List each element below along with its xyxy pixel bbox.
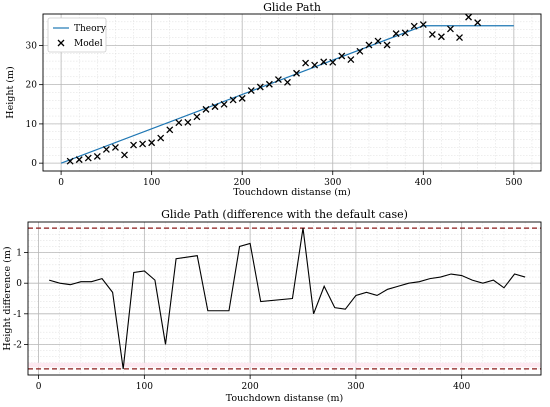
model-point [320, 58, 328, 66]
model-point [419, 21, 427, 29]
x-tick-label: 400 [415, 178, 432, 188]
legend-box [47, 17, 107, 53]
model-point [184, 118, 192, 126]
model-point [202, 105, 210, 113]
x-tick-label: 200 [242, 382, 259, 392]
model-point [130, 141, 138, 149]
axes-frame [27, 221, 542, 376]
chart-title: Glide Path (difference with the default … [161, 208, 408, 221]
model-point [139, 140, 147, 148]
chart-2: 0 100 200 300 400 -2 -1 0 1 Glide Path (differenc… [2, 208, 542, 404]
model-point [148, 139, 156, 147]
x-tick-label: 300 [347, 382, 364, 392]
y-axis-label: Height (m) [5, 66, 16, 118]
x-tick-label: 0 [36, 382, 42, 392]
x-axis-label: Touchdown distanse (m) [233, 187, 350, 198]
x-tick-label: 500 [505, 178, 522, 188]
model-point [465, 13, 473, 21]
model-point [474, 19, 482, 27]
model-point [374, 37, 382, 45]
model-point [302, 59, 310, 67]
model-point [456, 34, 463, 42]
model-point [383, 41, 391, 49]
y-tick-label: 1 [16, 249, 22, 259]
legend-x-swatch [57, 39, 65, 47]
model-point [84, 154, 92, 162]
model-point [274, 76, 282, 84]
x-tick-label: 100 [136, 382, 153, 392]
model-point [446, 25, 454, 33]
model-point [329, 58, 337, 66]
model-point [111, 143, 119, 151]
y-tick-label: -2 [13, 340, 22, 350]
legend-label-model: Model [74, 39, 103, 49]
chart-1: 0 100 200 300 400 500 0 10 20 30 Glide Path Touchdo… [5, 1, 542, 198]
model-point [121, 151, 128, 159]
model-point [293, 69, 300, 77]
series-line-theory [60, 25, 514, 164]
legend-label-theory: Theory [74, 24, 107, 34]
model-point [175, 119, 183, 127]
model-point [66, 157, 74, 165]
y-tick-label: 0 [16, 279, 22, 289]
model-point [311, 61, 319, 69]
model-point [238, 94, 246, 102]
model-point [338, 52, 346, 60]
model-point [220, 100, 228, 108]
model-point [256, 83, 264, 91]
y-tick-label: 0 [31, 159, 37, 169]
model-point [93, 153, 101, 160]
model-point [229, 96, 237, 104]
x-tick-label: 300 [324, 178, 341, 188]
model-point [392, 30, 400, 38]
y-tick-label: 20 [26, 81, 38, 91]
y-tick-label: 30 [26, 41, 38, 51]
model-point [166, 126, 174, 134]
model-point [102, 145, 110, 153]
model-point [211, 103, 219, 111]
model-point [347, 56, 355, 63]
model-point [428, 30, 436, 38]
model-point [401, 29, 409, 37]
y-tick-label: -1 [13, 310, 22, 320]
legend: Theory Model [47, 17, 107, 53]
model-point [157, 134, 165, 142]
model-point [365, 41, 373, 49]
chart-title: Glide Path [263, 1, 321, 14]
y-tick-label: 10 [26, 120, 38, 130]
model-point [437, 33, 445, 41]
model-point [284, 78, 291, 86]
model-point [410, 22, 418, 30]
lower-band [28, 362, 541, 368]
difference-line [49, 228, 526, 369]
model-point [193, 113, 201, 121]
x-tick-label: 100 [143, 178, 160, 188]
model-point [356, 47, 364, 55]
x-tick-label: 400 [453, 382, 470, 392]
model-point [247, 87, 255, 94]
axes-frame [42, 13, 542, 172]
x-tick-label: 200 [234, 178, 251, 188]
y-axis-label: Height difference (m) [2, 246, 13, 350]
model-point [265, 80, 273, 88]
x-tick-label: 0 [58, 178, 64, 188]
model-point [75, 156, 83, 164]
x-axis-label: Touchdown distanse (m) [226, 393, 343, 404]
